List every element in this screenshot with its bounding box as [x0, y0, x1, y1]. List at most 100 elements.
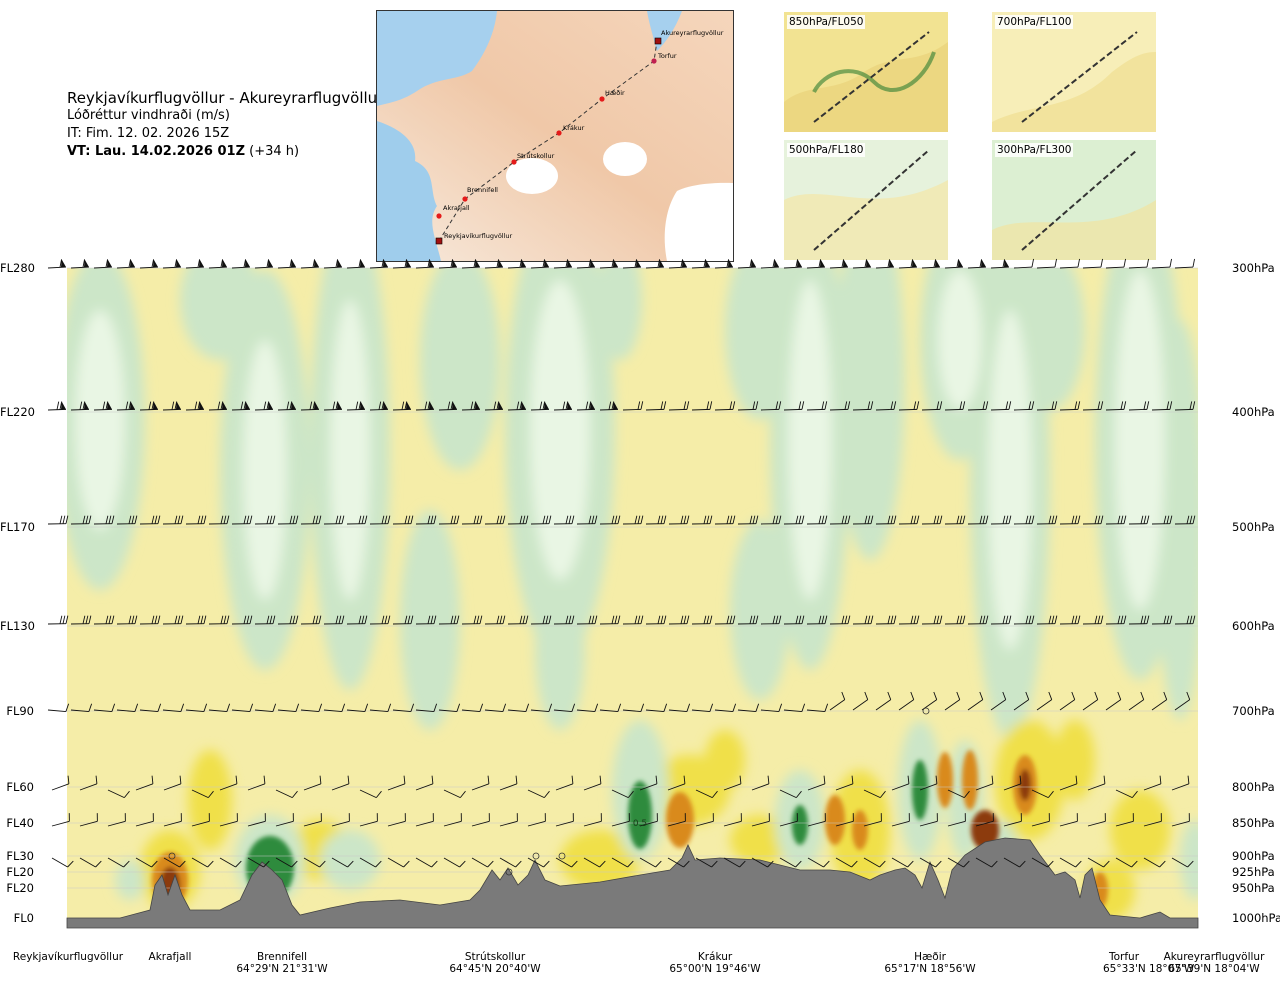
wind-barb-fl130 [1013, 615, 1035, 625]
wind-barb-fl170 [1059, 515, 1081, 525]
location-label: Akrafjall [148, 951, 192, 963]
wind-barb-fl60 [807, 775, 826, 791]
weak-rising-region [1055, 720, 1095, 800]
wind-barb-fl220 [323, 401, 343, 411]
wind-barb-fl60 [359, 789, 382, 799]
near-zero-region [1115, 270, 1165, 610]
wind-barb-fl170 [47, 515, 69, 525]
wind-barb-fl90 [323, 703, 346, 713]
wind-barb-fl40 [779, 813, 798, 827]
weak-rising-region [1110, 790, 1170, 870]
wind-barb-fl30 [723, 857, 746, 868]
wind-barb-fl220 [461, 401, 481, 411]
map-marker-origin [435, 237, 443, 245]
flight-level-label: FL130 [0, 619, 35, 633]
wind-barb-fl170 [1082, 515, 1104, 525]
wind-barb-fl40 [863, 813, 882, 827]
wind-barb-fl40 [499, 813, 518, 827]
wind-barb-fl170 [323, 515, 345, 525]
wind-barb-fl220 [1105, 401, 1127, 411]
wind-barb-fl130 [484, 615, 506, 625]
location-label: Akureyrarflugvöllur 65°39'N 18°04'W [1163, 951, 1265, 975]
wind-barb-fl280 [139, 259, 158, 269]
map-waypoint-label: Krákur [563, 124, 585, 132]
wind-barb-fl30 [443, 857, 466, 868]
wind-barb-fl130 [921, 615, 943, 625]
wind-barb-fl220 [1082, 401, 1104, 411]
wind-barb-fl280 [1151, 258, 1172, 269]
wind-barb-fl90 [1036, 691, 1053, 711]
wind-barb-fl40 [415, 813, 434, 827]
route-title: Reykjavíkurflugvöllur - Akureyrarflugvöl… [67, 89, 384, 107]
wind-barb-fl90 [93, 703, 116, 713]
wind-barb-fl90 [645, 703, 668, 713]
wind-barb-fl40 [835, 813, 854, 827]
wind-barb-fl170 [277, 515, 299, 525]
wind-barb-fl280 [507, 259, 526, 269]
wind-barb-fl130 [369, 615, 391, 625]
issue-time: IT: Fim. 12. 02. 2026 15Z [67, 126, 230, 141]
wind-barb-fl90 [622, 703, 645, 713]
mini-map-label: 300hPa/FL300 [995, 143, 1074, 157]
wind-barb-fl170 [668, 515, 690, 525]
wind-barb-fl170 [622, 515, 644, 525]
velocity-core [962, 750, 978, 810]
wind-barb-fl60 [947, 789, 970, 799]
wind-barb-fl60 [499, 775, 518, 791]
near-zero-region [788, 280, 832, 600]
wind-barb-fl130 [162, 615, 184, 625]
wind-barb-fl280 [231, 259, 250, 269]
wind-barb-fl30 [947, 857, 970, 868]
wind-barb-fl90 [1105, 691, 1122, 711]
wind-barb-fl130 [185, 615, 207, 625]
wind-barb-fl280 [668, 259, 687, 269]
wind-barb-fl220 [47, 401, 67, 411]
wind-barb-fl30 [1059, 857, 1082, 868]
wind-barb-fl60 [1143, 775, 1162, 791]
wind-barb-fl130 [392, 615, 414, 625]
wind-barb-fl60 [275, 789, 298, 799]
wind-barb-fl170 [691, 515, 713, 525]
wind-barb-fl170 [162, 515, 184, 525]
wind-barb-fl90 [392, 703, 415, 713]
flight-level-label: FL0 [13, 911, 34, 925]
map-waypoint-label: Torfur [658, 52, 677, 60]
wind-barb-fl60 [1031, 789, 1054, 799]
mini-map-850: 850hPa/FL050 [784, 12, 948, 132]
wind-barb-fl90 [990, 691, 1007, 711]
wind-barb-fl220 [1036, 401, 1058, 411]
mini-map-label: 850hPa/FL050 [787, 15, 866, 29]
wind-barb-fl60 [919, 775, 938, 791]
wind-barb-fl60 [639, 775, 658, 791]
wind-barb-fl30 [1143, 857, 1166, 868]
wind-barb-fl30 [471, 857, 494, 868]
wind-barb-fl280 [921, 259, 940, 269]
wind-barb-fl30 [51, 857, 74, 868]
wind-barb-fl170 [507, 515, 529, 525]
route-map: Reykjavíkurflugvöllur Akrafjall Brennife… [376, 10, 734, 262]
flight-level-label: FL40 [6, 816, 34, 830]
parameter-label: Lóðréttur vindhraði (m/s) [67, 108, 230, 123]
map-marker [599, 96, 605, 102]
wind-barb-fl30 [1115, 857, 1138, 868]
wind-barb-fl280 [760, 259, 779, 269]
wind-barb-fl170 [1151, 515, 1173, 525]
wind-barb-fl170 [438, 515, 460, 525]
mini-map-300: 300hPa/FL300 [992, 140, 1156, 260]
wind-barb-fl30 [1171, 857, 1194, 868]
wind-barb-fl30 [639, 857, 662, 868]
wind-barb-fl90 [875, 691, 892, 711]
wind-barb-fl280 [415, 259, 434, 269]
wind-barb-fl60 [555, 775, 574, 791]
location-label: Reykjavíkurflugvöllur [12, 951, 124, 963]
wind-barb-fl30 [219, 857, 242, 868]
wind-barb-fl40 [583, 813, 602, 827]
weak-sinking-region [1015, 268, 1085, 410]
wind-barb-fl170 [645, 515, 667, 525]
wind-barb-fl220 [530, 401, 550, 411]
calm-wind-marker [505, 868, 513, 876]
pressure-level-label: 600hPa [1232, 619, 1275, 633]
wind-barb-fl90 [185, 703, 208, 713]
wind-barb-fl130 [714, 615, 736, 625]
wind-barb-fl280 [553, 259, 572, 269]
